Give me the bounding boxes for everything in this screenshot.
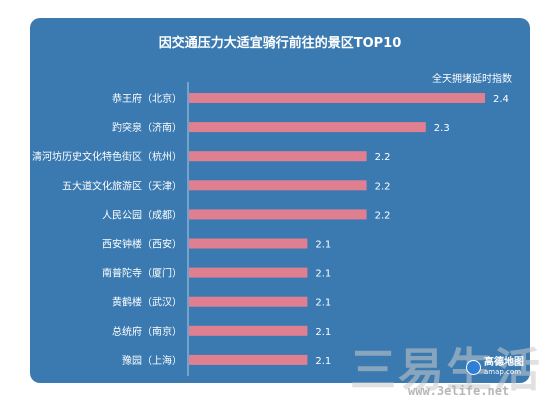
bar [189,354,308,365]
amap-logo: 高德地图 amap.com [466,358,524,376]
bar [189,296,308,307]
bar [189,267,308,278]
category-label: 清河坊历史文化特色街区（杭州） [32,150,182,163]
chart-panel: 因交通压力大适宜骑行前往的景区TOP10 全天拥堵延时指数 恭王府（北京） 2.4… [30,18,530,383]
chart-title: 因交通压力大适宜骑行前往的景区TOP10 [158,36,402,51]
category-label: 人民公园（成都） [102,209,182,221]
bar [189,180,367,191]
watermark-brand: 三易生活 [350,343,542,397]
category-label: 西安钟楼（西安） [102,238,182,251]
legend-label: 全天拥堵延时指数 [432,74,512,85]
watermark-url: www.3elife.net [408,384,510,398]
value-label: 2.1 [315,356,331,367]
value-label: 2.2 [375,210,391,221]
category-label: 恭王府（北京） [112,92,182,105]
amap-icon [466,359,481,375]
bar [189,209,367,220]
bar [189,325,308,336]
value-label: 2.1 [315,327,331,338]
bar-chart: 恭王府（北京） 2.4 趵突泉（济南） 2.3 清河坊历史文化特色街区（杭州） 2.2 五大… [32,82,509,376]
value-label: 2.4 [493,94,509,105]
category-label: 南普陀寺（厦门） [102,267,182,280]
category-label: 黄鹤楼（武汉） [112,296,182,309]
bar [189,238,308,249]
bar [189,122,426,133]
watermark: 三易生活 高德地图 amap.com www.3elife.net [350,336,554,402]
value-label: 2.2 [375,152,391,163]
category-label: 五大道文化旅游区（天津） [62,179,182,192]
bar [189,151,367,162]
category-label: 总统府（南京） [112,325,182,338]
bar [189,93,485,103]
value-label: 2.1 [315,269,331,280]
amap-logo-sub: amap.com [484,368,522,376]
category-label: 趵突泉（济南） [112,121,182,134]
value-label: 2.2 [375,181,391,192]
category-label: 豫园（上海） [122,354,182,367]
value-label: 2.1 [315,240,331,251]
value-label: 2.3 [434,123,450,134]
amap-logo-text: 高德地图 [484,357,524,368]
value-label: 2.1 [315,298,331,309]
